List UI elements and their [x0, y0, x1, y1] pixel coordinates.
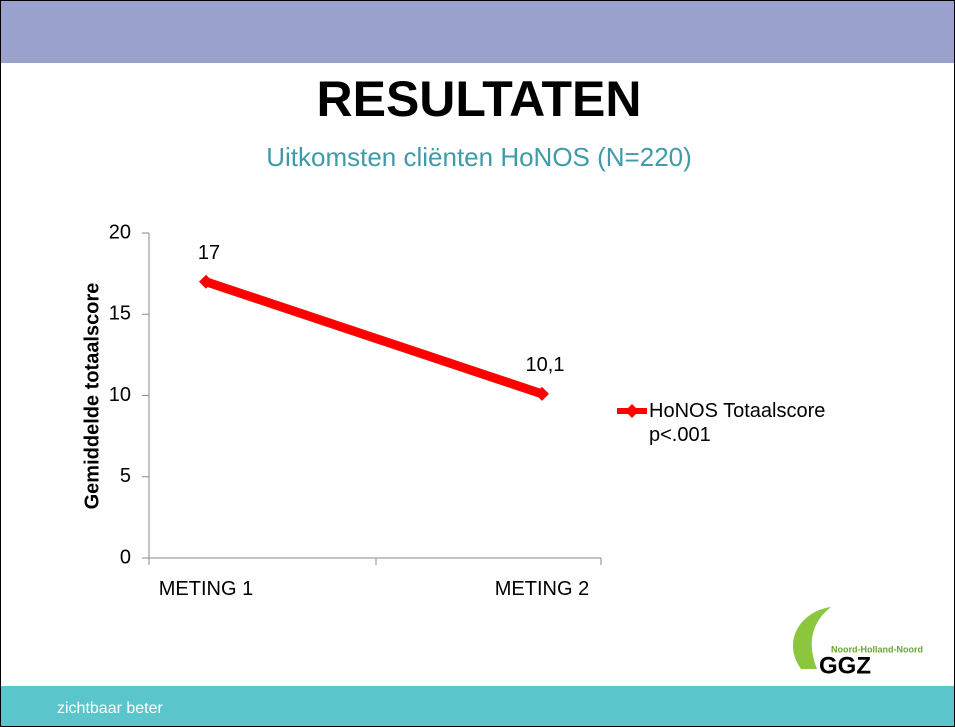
marker	[199, 274, 213, 289]
logo-swoosh	[792, 607, 831, 669]
y-tick-label: 15	[109, 303, 131, 325]
y-tick-label: 10	[109, 384, 131, 406]
data-label: 17	[198, 242, 220, 264]
x-tick-label: METING 2	[494, 578, 590, 600]
footer: zichtbaar beter	[57, 700, 164, 717]
logo-tagline: Noord-Holland-Noord	[831, 644, 923, 654]
y-axis-label: Gemiddelde totaalscore	[81, 283, 103, 510]
series-line	[201, 277, 547, 399]
data-label: 10,1	[526, 354, 565, 376]
marker	[535, 386, 549, 401]
y-tick-label: 5	[120, 465, 131, 487]
x-tick-label: METING 1	[158, 578, 254, 600]
y-tick-label: 0	[120, 546, 131, 568]
y-tick-label: 20	[109, 221, 131, 243]
slide-subtitle: Uitkomsten cliënten HoNOS (N=220)	[266, 142, 692, 172]
slide-title: RESULTATEN	[317, 71, 642, 127]
legend-label: HoNOS Totaalscore p<.001	[649, 400, 826, 446]
marker	[625, 404, 639, 418]
logo-name: GGZ	[819, 652, 871, 679]
top-band	[1, 1, 954, 63]
bottom-band	[1, 686, 954, 726]
